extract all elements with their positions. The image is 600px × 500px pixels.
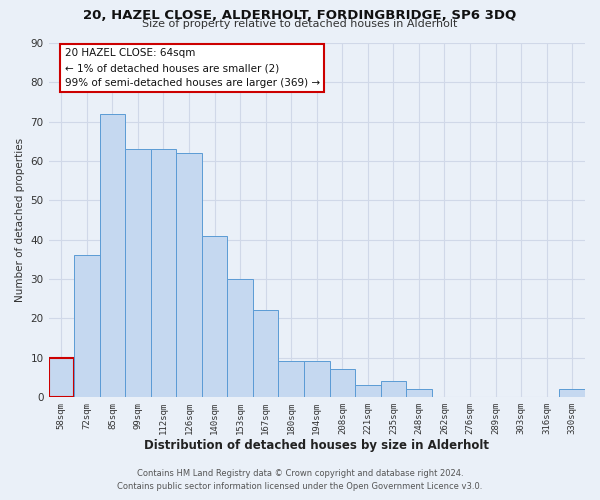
Bar (329, 370, 355, 397)
Text: 20, HAZEL CLOSE, ALDERHOLT, FORDINGBRIDGE, SP6 3DQ: 20, HAZEL CLOSE, ALDERHOLT, FORDINGBRIDG… (83, 9, 517, 22)
X-axis label: Distribution of detached houses by size in Alderholt: Distribution of detached houses by size … (144, 440, 489, 452)
Bar (355, 385, 380, 397)
Bar (176, 153, 202, 397)
Bar (559, 389, 585, 397)
Text: Size of property relative to detached houses in Alderholt: Size of property relative to detached ho… (142, 19, 458, 29)
Text: 20 HAZEL CLOSE: 64sqm
← 1% of detached houses are smaller (2)
99% of semi-detach: 20 HAZEL CLOSE: 64sqm ← 1% of detached h… (65, 48, 320, 88)
Bar (100, 114, 125, 397)
Bar (202, 236, 227, 397)
Text: Contains HM Land Registry data © Crown copyright and database right 2024.
Contai: Contains HM Land Registry data © Crown c… (118, 470, 482, 491)
Bar (278, 362, 304, 397)
Bar (406, 389, 432, 397)
Bar (304, 362, 329, 397)
Bar (253, 310, 278, 397)
Bar (74, 256, 100, 397)
Bar (151, 149, 176, 397)
Bar (227, 279, 253, 397)
Y-axis label: Number of detached properties: Number of detached properties (15, 138, 25, 302)
Bar (125, 149, 151, 397)
Bar (380, 381, 406, 397)
Bar (49, 358, 74, 397)
